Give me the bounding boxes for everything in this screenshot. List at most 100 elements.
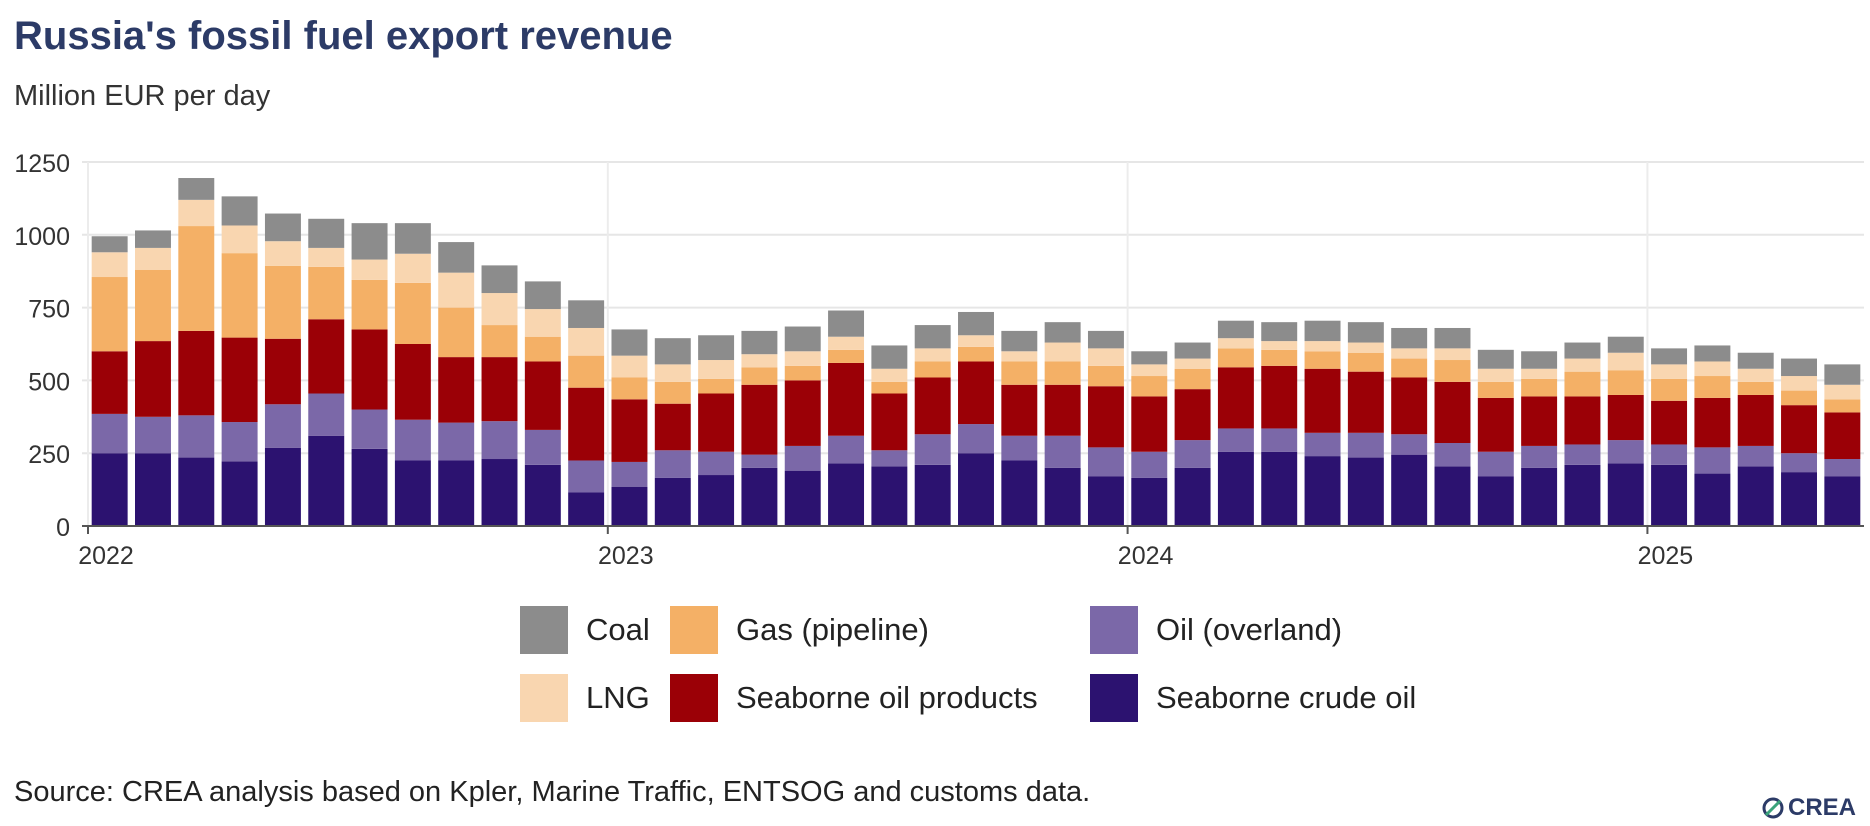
bar-segment — [1347, 322, 1384, 343]
bar-segment — [698, 475, 735, 526]
crea-logo-icon — [1762, 797, 1784, 819]
bar-segment — [1044, 384, 1081, 436]
legend-label: Seaborne oil products — [736, 680, 1038, 715]
bar-segment — [1737, 445, 1774, 467]
bar-segment — [1087, 330, 1124, 349]
bar-segment — [871, 381, 908, 394]
bar-segment — [1651, 364, 1688, 379]
legend-swatch — [670, 674, 718, 722]
legend-item: Gas (pipeline) — [670, 606, 929, 654]
bar-segment — [1261, 341, 1298, 350]
bar-segment — [1217, 348, 1254, 368]
bar-segment — [1737, 394, 1774, 446]
bar-segment — [1607, 394, 1644, 441]
bar-segment — [351, 223, 388, 260]
legend-item: LNG — [520, 674, 650, 722]
bar-segment — [1694, 447, 1731, 474]
bar-segment — [1391, 348, 1428, 359]
bar-segment — [1261, 322, 1298, 342]
bar-segment — [1737, 368, 1774, 382]
legend-label: LNG — [586, 680, 650, 715]
bar-segment — [958, 453, 994, 526]
bar-segment — [741, 367, 778, 385]
bar-segment — [1261, 349, 1298, 366]
bar-segment — [1737, 381, 1774, 395]
bar-segment — [221, 196, 258, 226]
bar-segment — [568, 387, 605, 461]
axis-layer: 0 250 500 750 1000 1250 2022 2023 2024 2025 — [14, 150, 1864, 570]
legend-swatch — [520, 674, 568, 722]
bar-segment — [1737, 466, 1774, 526]
bar-segment — [914, 434, 951, 465]
bar-segment — [828, 362, 865, 436]
bar-segment — [1174, 440, 1211, 468]
bar-segment — [828, 349, 865, 363]
bar-segment — [394, 344, 431, 420]
bar-segment — [784, 380, 821, 446]
bar-segment — [1477, 368, 1514, 382]
bar-segment — [394, 419, 431, 461]
legend-swatch — [1090, 674, 1138, 722]
bar-segment — [351, 448, 388, 526]
bar-segment — [1304, 351, 1341, 369]
bar-segment — [1521, 368, 1558, 379]
bar-segment — [524, 309, 561, 337]
bar-segment — [698, 335, 735, 361]
bar-segment — [1044, 361, 1081, 385]
bar-segment — [1001, 384, 1038, 436]
bar-segment — [1174, 467, 1211, 526]
bar-segment — [1174, 389, 1211, 441]
bar-segment — [351, 409, 388, 449]
bar-segment — [438, 272, 475, 308]
bar-segment — [1521, 467, 1558, 526]
bar-segment — [351, 279, 388, 330]
bar-segment — [1347, 352, 1384, 372]
bar-segment — [308, 266, 345, 320]
bar-segment — [1737, 352, 1774, 369]
bar-segment — [1304, 368, 1341, 433]
bar-segment — [1607, 440, 1644, 464]
bar-segment — [828, 310, 865, 337]
legend-item: Seaborne crude oil — [1090, 674, 1416, 722]
bar-segment — [1391, 377, 1428, 435]
bar-segment — [1824, 384, 1861, 400]
bar-segment — [568, 327, 605, 356]
bar-segment — [1434, 381, 1471, 444]
bar-segment — [1304, 320, 1341, 342]
bar-segment — [481, 293, 518, 326]
bar-segment — [394, 253, 431, 283]
bar-segment — [871, 393, 908, 451]
legend-item: Seaborne oil products — [670, 674, 1038, 722]
bar-segment — [264, 447, 301, 526]
bar-segment — [871, 368, 908, 382]
legend-item: Oil (overland) — [1090, 606, 1342, 654]
legend-swatch — [1090, 606, 1138, 654]
bar-segment — [958, 361, 994, 425]
bar-segment — [1087, 348, 1124, 366]
bar-segment — [134, 416, 171, 454]
bar-segment — [1651, 348, 1688, 365]
bar-segment — [828, 435, 865, 464]
bar-segment — [308, 247, 345, 267]
bar-segment — [914, 348, 951, 362]
bar-segment — [438, 422, 475, 461]
bar-segment — [1564, 396, 1601, 445]
bar-segment — [1781, 390, 1818, 406]
bar-segment — [1651, 400, 1688, 445]
bar-segment — [1044, 342, 1081, 362]
chart-title: Russia's fossil fuel export revenue — [14, 14, 673, 58]
bar-segment — [1131, 396, 1168, 452]
bar-segment — [654, 338, 691, 365]
crea-logo-text: CREA — [1787, 794, 1856, 821]
bar-segment — [1131, 477, 1168, 526]
bar-segment — [1087, 386, 1124, 448]
bar-segment — [1651, 464, 1688, 526]
bar-segment — [1607, 463, 1644, 526]
bar-segment — [1087, 476, 1124, 526]
legend-label: Oil (overland) — [1156, 612, 1343, 647]
bar-segment — [784, 470, 821, 526]
bar-segment — [1131, 364, 1168, 377]
bar-segment — [914, 325, 951, 349]
bar-segment — [221, 225, 258, 254]
bar-segment — [1087, 365, 1124, 387]
